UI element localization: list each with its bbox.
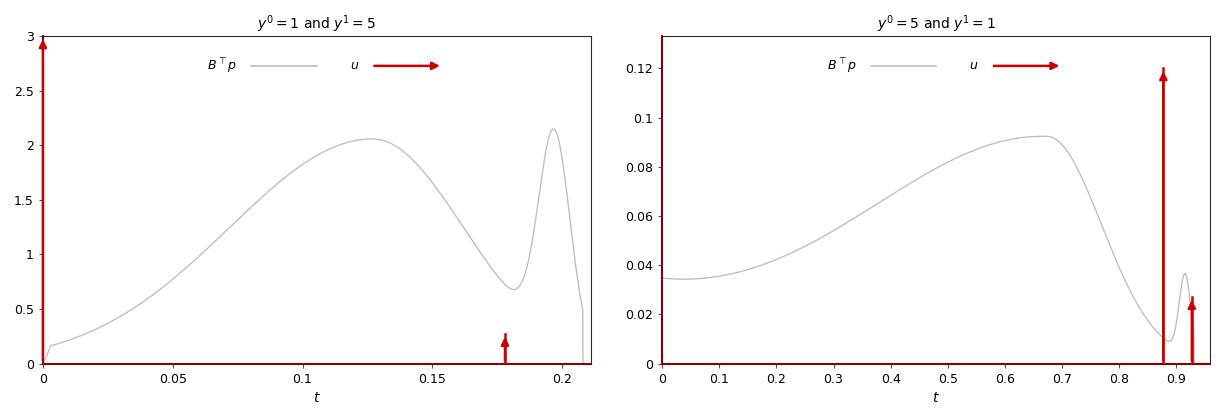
Text: $B^\top p$: $B^\top p$ — [207, 57, 237, 75]
Text: $u$: $u$ — [969, 59, 978, 72]
Title: $y^0 = 5$ and $y^1 = 1$: $y^0 = 5$ and $y^1 = 1$ — [876, 14, 995, 36]
X-axis label: $t$: $t$ — [933, 391, 940, 405]
Text: $B^\top p$: $B^\top p$ — [826, 57, 857, 75]
Title: $y^0 = 1$ and $y^1 = 5$: $y^0 = 1$ and $y^1 = 5$ — [257, 14, 376, 36]
X-axis label: $t$: $t$ — [313, 391, 321, 405]
Text: $u$: $u$ — [350, 59, 359, 72]
